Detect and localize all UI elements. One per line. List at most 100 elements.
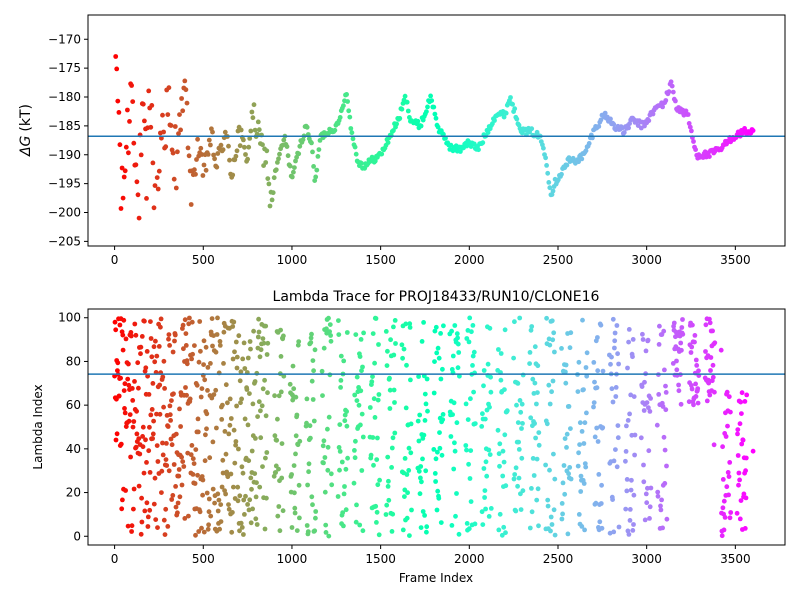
lambda-point [237,493,243,499]
lambda-point [241,340,247,346]
lambda-point [630,354,635,360]
lambda-point [547,401,553,407]
lambda-point [132,379,137,384]
lambda-point [153,338,158,344]
lambda-point [372,360,377,366]
lambda-point [290,363,296,369]
x-tick-label: 3500 [720,253,751,267]
lambda-point [309,331,314,337]
lambda-point [112,373,117,379]
lambda-point [518,507,524,512]
lambda-point [120,332,126,338]
lambda-point [468,448,474,453]
lambda-point [529,486,534,491]
lambda-point [186,321,192,327]
lambda-point [327,322,333,327]
lambda-point [166,468,172,474]
dg-point [673,98,678,104]
dg-y-axis: −170 −175 −180 −185 −190 −195 −200 −205 [48,32,88,248]
lambda-point [737,421,743,427]
lambda-point [391,324,396,330]
lambda-point [387,387,393,393]
dg-point [206,137,212,143]
lambda-point [383,512,389,517]
lambda-point [613,394,619,399]
lambda-point [116,393,122,399]
dg-point [185,145,191,151]
lambda-point [377,477,382,483]
lambda-point [193,532,198,538]
lambda-point [549,318,555,324]
lambda-point [192,343,197,348]
lambda-point [503,530,508,536]
lambda-point [192,481,198,486]
lambda-point [608,361,613,367]
lambda-point [431,447,437,452]
lambda-point [674,358,679,364]
lambda-point [376,392,382,397]
lambda-point [455,341,461,347]
dg-points [113,54,756,221]
lambda-point [501,459,507,465]
lambda-point [322,455,328,460]
lambda-point [623,506,629,512]
lambda-point [241,497,247,503]
dg-point [353,151,359,157]
lambda-point [216,497,222,503]
lambda-point [125,376,131,382]
lambda-point [578,489,584,494]
lambda-point [370,374,375,379]
lambda-point [615,435,621,441]
lambda-point [504,408,510,414]
lambda-point [422,513,427,518]
dg-point [218,142,224,148]
dg-point [311,164,316,169]
y-tick-label: 40 [66,442,81,456]
lambda-point [238,400,243,406]
dg-point [176,131,181,137]
dg-point [508,95,513,100]
lambda-point [497,511,503,517]
dg-point [182,78,188,84]
lambda-point [535,390,540,395]
lambda-point [202,458,208,464]
lambda-point [215,491,221,497]
dg-point [349,130,355,136]
dg-point [304,124,310,130]
lambda-point [252,471,258,476]
dg-point [550,188,556,194]
lambda-point [234,403,240,409]
dg-point [156,168,162,174]
lambda-point [221,329,227,335]
lambda-point [223,382,229,388]
dg-point [173,185,179,191]
dg-point [458,149,463,154]
lambda-point [725,423,730,429]
lambda-point [160,440,165,446]
lambda-point [326,533,332,539]
lambda-point [218,502,224,507]
dg-point [242,144,247,150]
lambda-point [545,497,551,503]
lambda-point [252,379,258,384]
lambda-point [182,317,188,323]
x-tick-label: 2000 [454,552,485,566]
lambda-point [239,464,245,470]
lambda-point [420,456,425,462]
y-tick-label: 60 [66,398,81,412]
lambda-point [167,343,173,348]
dg-point [309,140,314,146]
lambda-point [712,340,718,346]
dg-point [144,196,149,201]
lambda-point [627,411,632,417]
lambda-point [591,404,596,410]
dg-point [161,129,167,135]
lambda-point [198,394,204,400]
lambda-point [450,412,455,417]
lambda-point [291,386,297,392]
lambda-point [626,532,632,537]
dg-point [122,168,128,174]
lambda-point [204,411,210,417]
lambda-point [187,396,193,402]
lambda-point [140,444,146,450]
